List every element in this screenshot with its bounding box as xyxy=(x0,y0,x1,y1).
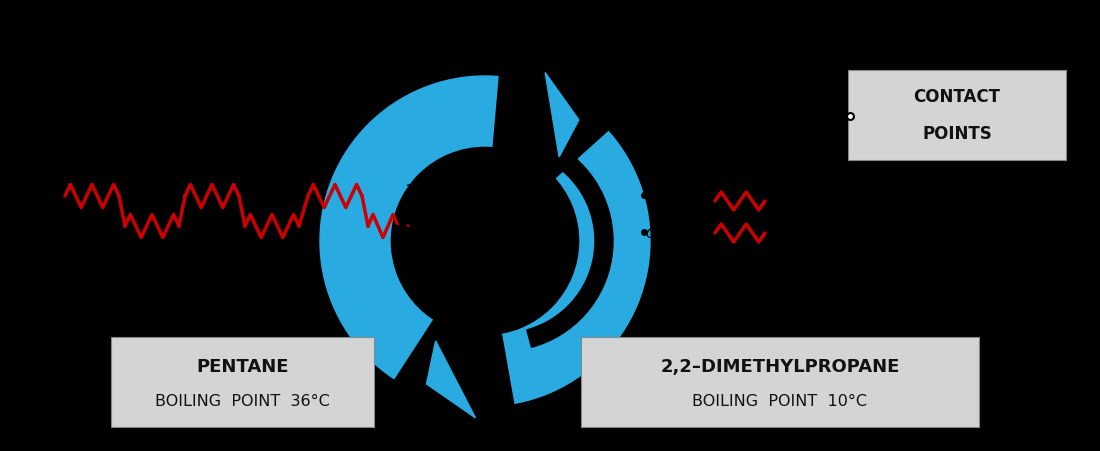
Wedge shape xyxy=(491,48,630,198)
FancyBboxPatch shape xyxy=(111,337,374,427)
Text: BOILING  POINT  10°C: BOILING POINT 10°C xyxy=(693,393,868,408)
Wedge shape xyxy=(392,226,490,301)
Text: BOILING  POINT  36°C: BOILING POINT 36°C xyxy=(155,393,330,408)
Text: PENTANE: PENTANE xyxy=(196,357,288,375)
Text: POINTS: POINTS xyxy=(922,125,992,143)
Wedge shape xyxy=(378,296,519,436)
Text: TH₂: TH₂ xyxy=(395,225,419,239)
Wedge shape xyxy=(527,148,613,347)
FancyBboxPatch shape xyxy=(581,337,979,427)
Polygon shape xyxy=(546,74,579,157)
Text: CONTACT: CONTACT xyxy=(913,88,1001,106)
Polygon shape xyxy=(427,341,475,418)
FancyBboxPatch shape xyxy=(848,71,1066,161)
Text: 2,2–DIMETHYLPROPANE: 2,2–DIMETHYLPROPANE xyxy=(660,357,900,375)
Text: C: C xyxy=(645,189,654,203)
Text: C: C xyxy=(645,226,654,240)
Text: 2: 2 xyxy=(405,183,414,197)
